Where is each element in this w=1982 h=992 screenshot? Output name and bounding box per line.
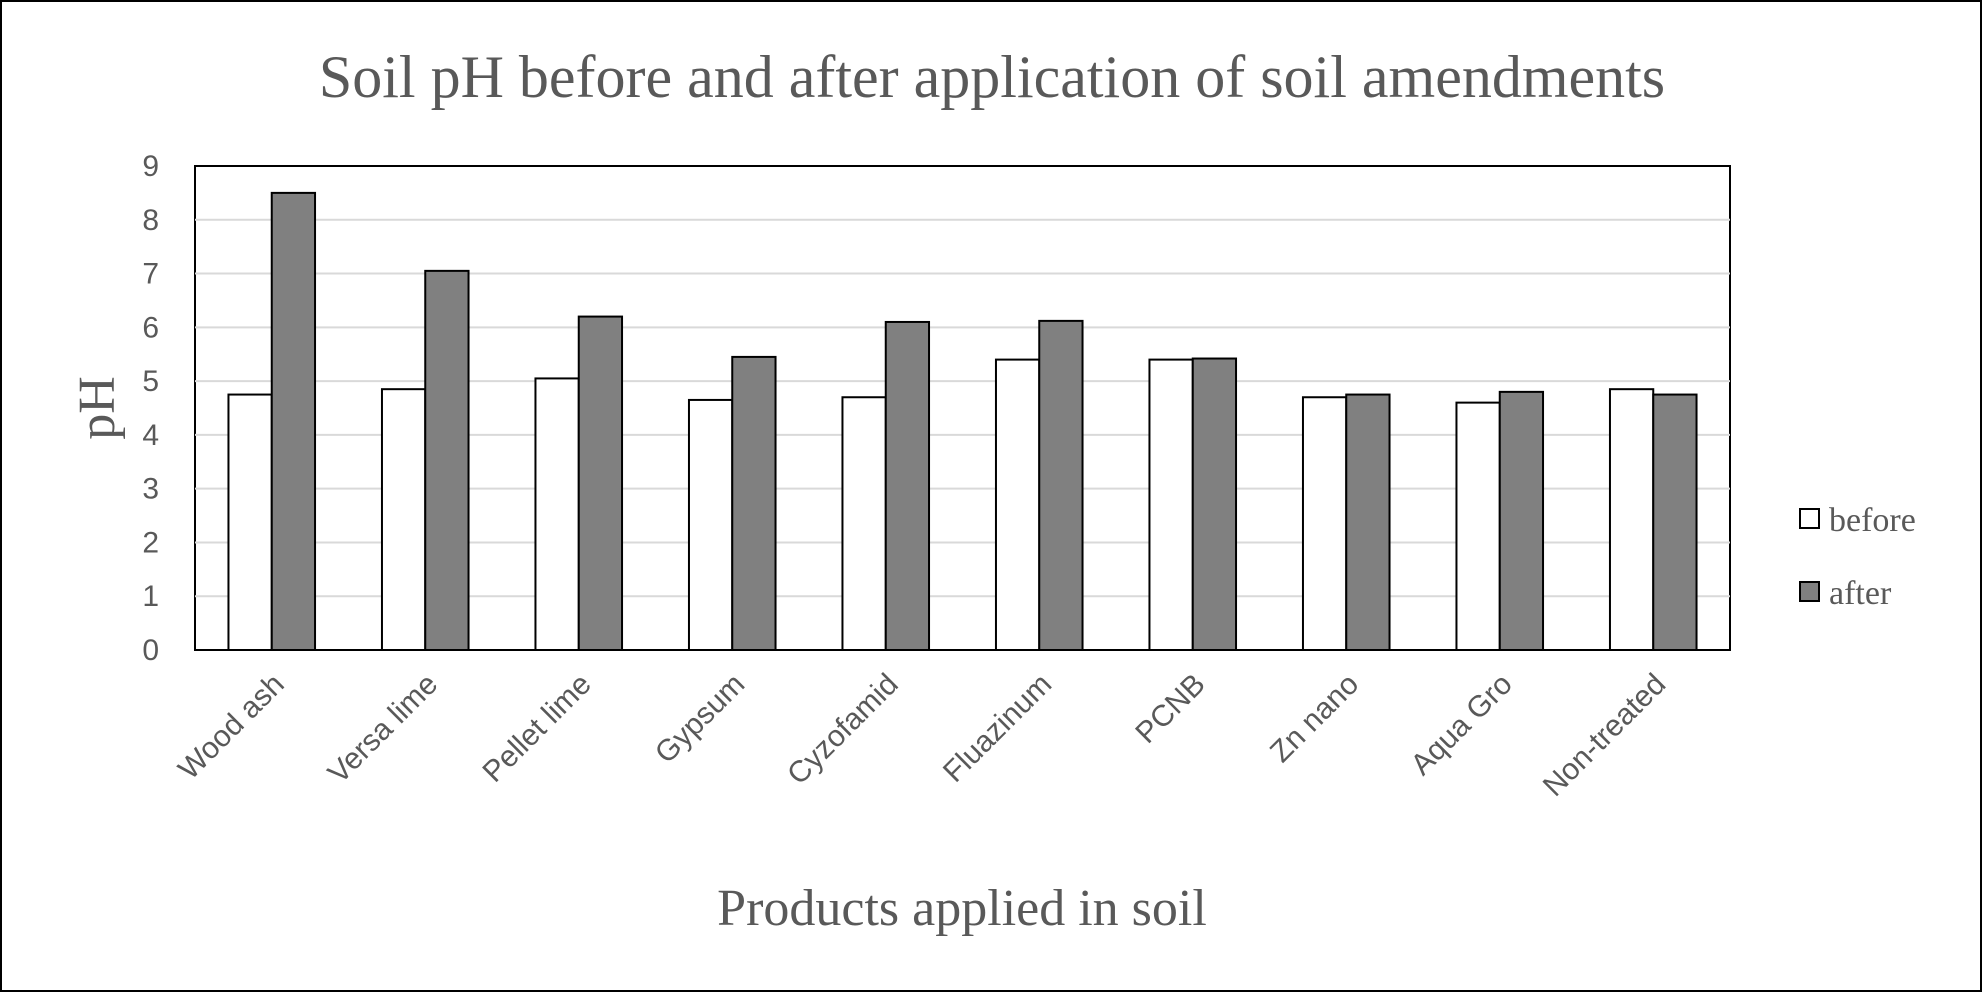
bar-after-aqua-gro bbox=[1498, 390, 1545, 651]
bar-after-zn-nano bbox=[1345, 393, 1391, 651]
bars bbox=[227, 191, 1698, 651]
y-tick-label: 2 bbox=[142, 526, 159, 559]
legend-swatch-after bbox=[1799, 581, 1820, 602]
bar-before-zn-nano bbox=[1301, 396, 1348, 651]
legend: before after bbox=[1799, 502, 1916, 612]
chart-title: Soil pH before and after application of … bbox=[319, 44, 1665, 110]
bar-after-pellet-lime bbox=[577, 315, 624, 651]
bar-before-cyzofamid bbox=[841, 396, 887, 651]
x-tick-label: Pellet lime bbox=[477, 668, 598, 789]
x-axis-ticks: Wood ash Versa lime Pellet lime Gypsum Cyzof… bbox=[172, 668, 1672, 803]
bar-after-wood-ash bbox=[270, 191, 317, 651]
y-tick-label: 0 bbox=[142, 634, 159, 667]
x-tick-label: Fluazinum bbox=[937, 668, 1058, 789]
x-tick-label: Versa lime bbox=[322, 668, 444, 790]
bar-after-fluazinum bbox=[1038, 319, 1084, 651]
bar-before-pcnb bbox=[1148, 358, 1194, 651]
x-axis-title: Products applied in soil bbox=[717, 880, 1207, 937]
x-tick-label: Gypsum bbox=[649, 668, 751, 770]
bar-before-wood-ash bbox=[227, 393, 273, 651]
legend-label-after: after bbox=[1829, 575, 1892, 612]
y-axis-ticks: 0 1 2 3 4 5 6 7 8 9 bbox=[142, 150, 159, 667]
bar-after-versa-lime bbox=[424, 269, 470, 651]
bar-before-fluazinum bbox=[994, 358, 1041, 651]
y-tick-label: 9 bbox=[142, 150, 159, 183]
x-tick-label: Wood ash bbox=[172, 668, 290, 786]
legend-label-before: before bbox=[1829, 502, 1916, 539]
x-tick-label: Zn nano bbox=[1264, 668, 1365, 769]
x-tick-label: Cyzofamid bbox=[781, 668, 905, 792]
x-tick-label: Non-treated bbox=[1537, 668, 1672, 803]
y-tick-label: 3 bbox=[142, 473, 159, 506]
bar-after-cyzofamid bbox=[884, 320, 931, 651]
y-tick-label: 4 bbox=[142, 419, 159, 452]
bar-after-non-treated bbox=[1652, 393, 1698, 651]
bar-before-gypsum bbox=[687, 398, 734, 651]
legend-swatch-before bbox=[1799, 508, 1820, 529]
y-tick-label: 8 bbox=[142, 204, 159, 237]
x-tick-label: PCNB bbox=[1129, 668, 1211, 750]
bar-before-aqua-gro bbox=[1455, 401, 1501, 651]
bar-after-gypsum bbox=[731, 355, 777, 651]
bar-before-pellet-lime bbox=[534, 377, 580, 651]
y-tick-label: 1 bbox=[142, 580, 159, 613]
bar-after-pcnb bbox=[1191, 357, 1238, 651]
y-axis-title: pH bbox=[69, 376, 126, 440]
y-tick-label: 5 bbox=[142, 365, 159, 398]
bar-before-versa-lime bbox=[380, 388, 427, 651]
x-tick-label: Aqua Gro bbox=[1405, 668, 1519, 782]
y-tick-label: 6 bbox=[142, 311, 159, 344]
y-tick-label: 7 bbox=[142, 258, 159, 291]
bar-before-non-treated bbox=[1608, 388, 1655, 651]
